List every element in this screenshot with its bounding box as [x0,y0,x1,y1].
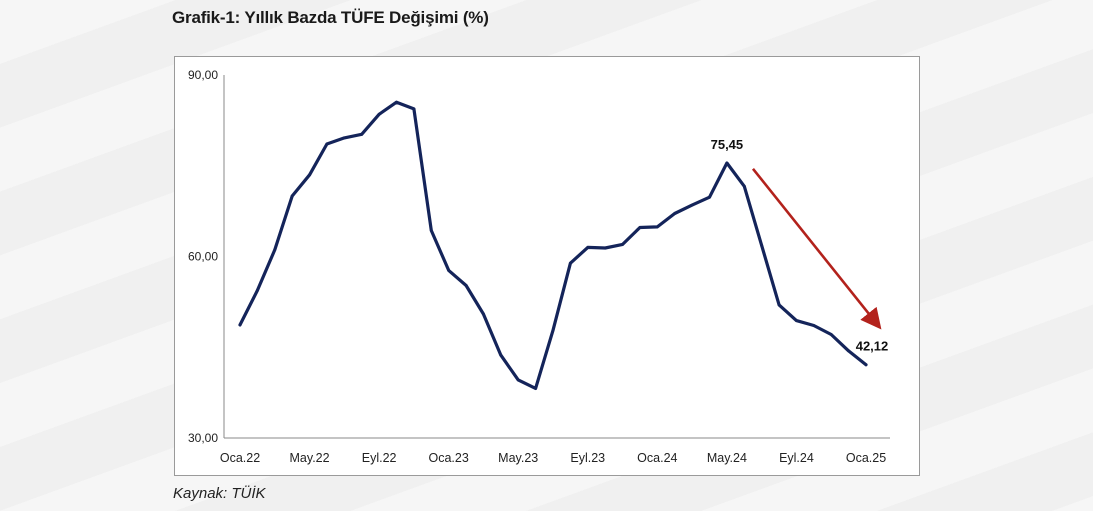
data-point [760,244,764,248]
x-tick-label: Eyl.23 [570,451,605,465]
trend-arrow [751,167,882,330]
data-point [273,248,277,252]
chart-title: Grafik-1: Yıllık Bazda TÜFE Değişimi (%) [172,8,489,27]
source-note: Kaynak: TÜİK [173,485,266,502]
data-point [742,184,746,188]
data-point [621,243,624,246]
series-line [238,100,868,390]
data-point [725,161,729,165]
x-tick-label: Oca.25 [846,451,886,465]
data-point [829,333,833,336]
chart-frame [174,56,920,476]
data-point [569,261,572,265]
data-point [516,378,520,382]
data-label: 42,12 [856,339,889,354]
data-point [412,107,416,111]
data-point [812,324,816,327]
data-point [708,195,711,199]
data-point [499,353,503,357]
data-point [290,194,294,198]
data-point [777,303,781,307]
y-tick-label: 30,00 [188,431,218,445]
data-point [795,319,798,322]
data-point [238,323,242,327]
y-tick-label: 90,00 [188,68,218,82]
data-point [342,136,346,140]
data-point [447,269,451,272]
data-point [395,100,398,104]
data-point [638,226,642,229]
data-point [690,203,694,207]
data-point [673,212,677,215]
data-point [586,246,590,249]
data-point [534,387,537,390]
data-point [864,363,868,367]
x-tick-label: Eyl.22 [362,451,397,465]
data-point [429,229,433,232]
x-tick-label: May.23 [498,451,538,465]
data-point [551,328,555,332]
y-tick-label: 60,00 [188,250,218,264]
data-point [377,112,381,116]
data-point [603,246,607,250]
data-label: 75,45 [711,137,744,152]
data-point [847,349,850,353]
x-tick-label: May.24 [707,451,747,465]
x-tick-label: Oca.22 [220,451,260,465]
data-point [482,312,485,316]
data-point [464,284,468,287]
x-tick-label: Oca.24 [637,451,677,465]
data-point [308,173,311,177]
data-point [360,132,364,136]
data-point [325,142,329,146]
x-tick-label: May.22 [290,451,330,465]
x-tick-label: Eyl.24 [779,451,814,465]
line-chart: 30,00 60,00 90,00 Oca.22 May.22 Eyl.22 Oca.23 M… [188,68,890,465]
data-point [256,289,259,292]
x-tick-label: Oca.23 [429,451,469,465]
data-point [655,225,659,229]
